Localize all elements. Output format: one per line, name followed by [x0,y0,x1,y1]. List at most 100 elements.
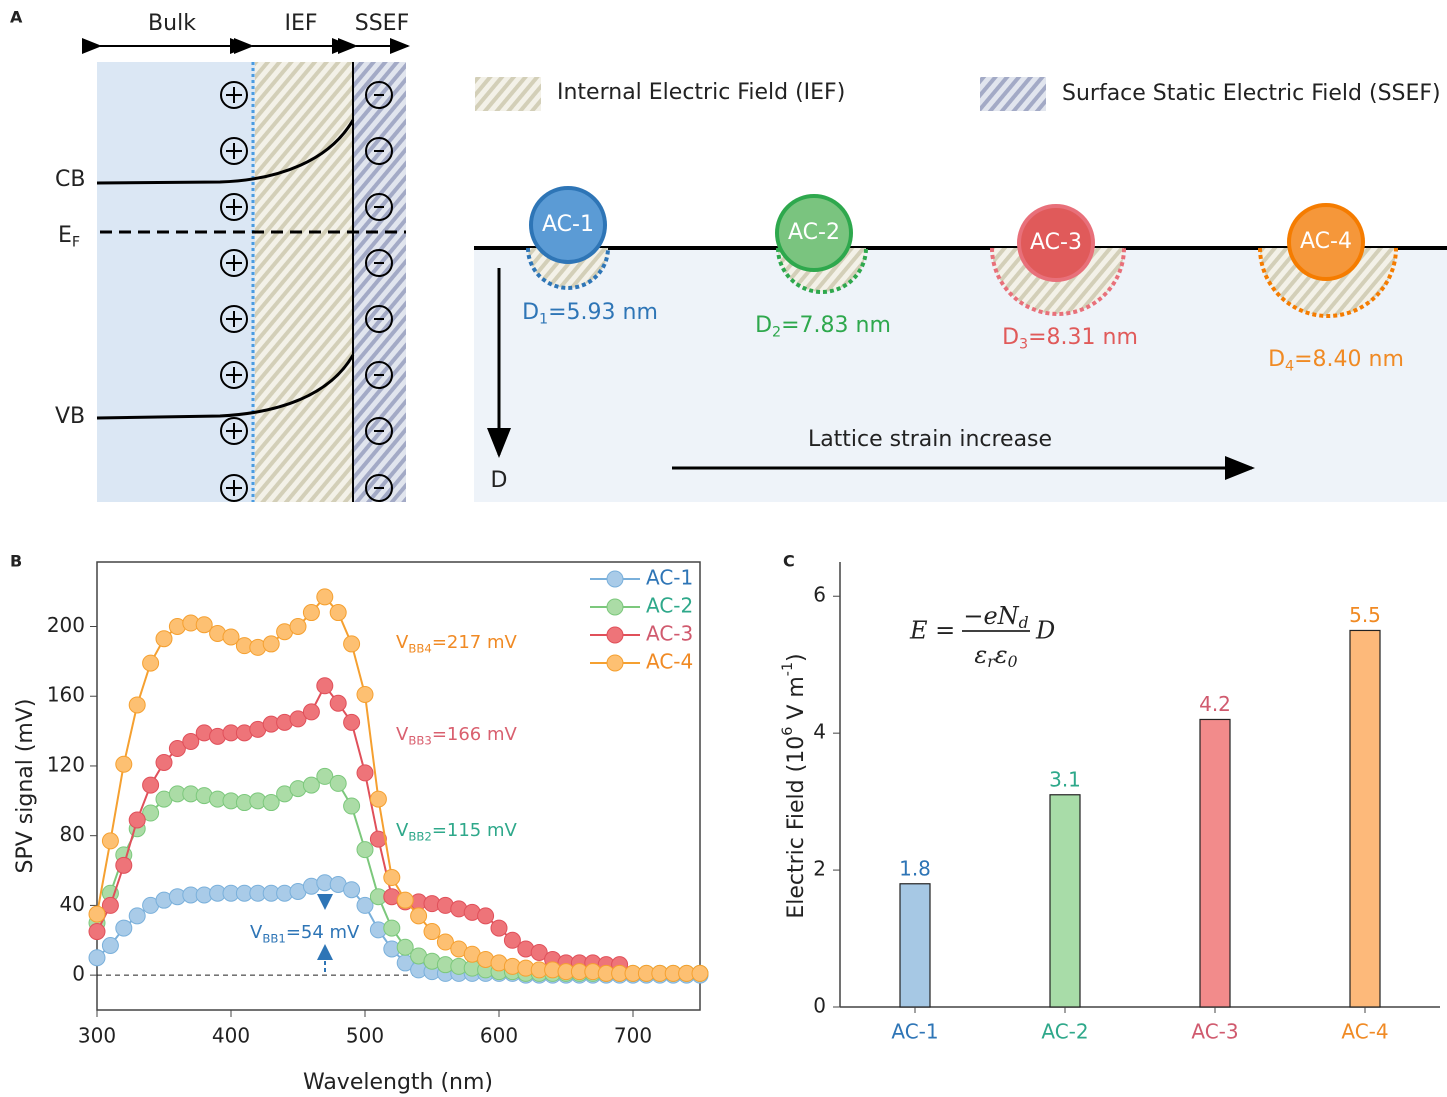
data-point [356,896,374,914]
text-part: V [396,724,409,745]
y-axis-label: Electric Field (106 V m-1) [780,653,809,918]
x-tick-label: 400 [212,1024,250,1048]
legend-label: Internal Electric Field (IEF) [557,80,845,105]
text-part: -1 [780,662,796,676]
bar [1049,794,1081,1008]
text-part: =7.83 nm [781,313,891,338]
plus-charge [220,81,248,109]
x-tick-label: AC-3 [1191,1020,1238,1044]
text-part: =8.31 nm [1028,325,1138,350]
plus-charge [220,305,248,333]
text-part: V [250,922,263,943]
plus-sign [226,423,242,439]
annotation: VBB4=217 mV [396,632,518,655]
data-point [383,869,401,887]
legend-swatch [980,77,1046,111]
data-point [316,677,334,695]
panel-label: C [783,552,795,571]
data-point [142,776,160,794]
data-point [289,617,307,635]
axis-label: D [491,468,508,493]
cluster [775,194,853,272]
plus-sign [226,480,242,496]
formula-rhs: D [1035,617,1055,645]
minus-charge [365,474,393,502]
text-part: 2 [772,325,781,341]
plus-sign [226,311,242,327]
data-point [369,790,387,808]
level-label: VB [55,404,85,429]
band-diagram [82,38,410,502]
text-part: V [396,820,409,841]
y-tick-label: 0 [813,994,826,1018]
data-point [115,755,133,773]
y-tick-label: 2 [813,857,826,881]
y-tick-label: 120 [47,752,85,776]
text-part: V m [784,676,809,726]
data-point [329,774,347,792]
text-part: =217 mV [432,632,518,653]
data-point [155,630,173,648]
y-tick-label: 0 [72,962,85,986]
data-point [128,811,146,829]
plus-charge [220,249,248,277]
data-point [383,919,401,937]
minus-charge [365,137,393,165]
data-point [142,804,160,822]
legend-marker [606,570,624,588]
plus-charge [220,193,248,221]
cluster [1017,204,1095,282]
bar [1199,718,1231,1008]
data-point [101,832,119,850]
text-part: D [1002,325,1019,350]
text-part: D [755,313,772,338]
data-point [410,907,428,925]
text-part: BB2 [408,829,431,843]
bulk-region [97,62,255,502]
bar [1349,629,1381,1008]
data-point [101,937,119,955]
data-point [262,635,280,653]
plus-sign [226,255,242,271]
strain-label: Lattice strain increase [808,427,1052,452]
data-point [155,753,173,771]
text-part: D [1268,347,1285,372]
text-part: r [987,653,996,671]
data-point [128,696,146,714]
region-label: Bulk [148,11,196,36]
minus-charge [365,305,393,333]
data-point [88,905,106,923]
legend-label: AC-1 [646,566,693,590]
legend-label: AC-3 [646,622,693,646]
legend-label: AC-2 [646,594,693,618]
text-part: −eN [963,602,1019,630]
data-point [115,856,133,874]
x-tick-label: AC-2 [1041,1020,1088,1044]
formula-denominator: εrε0 [974,641,1017,672]
data-point [423,923,441,941]
text-part: 0 [1008,653,1018,671]
text-part: ) [784,653,809,662]
minus-charge [365,417,393,445]
depth-label: D1=5.93 nm [522,300,658,328]
minus-charge [365,193,393,221]
vb-curve [96,354,355,420]
data-point [88,923,106,941]
legend-marker [606,654,624,672]
data-point [356,764,374,782]
annotation: VBB2=115 mV [396,820,518,843]
data-point [369,830,387,848]
minus-charge [365,361,393,389]
plus-sign [226,199,242,215]
y-tick-label: 4 [813,720,826,744]
plus-charge [220,361,248,389]
y-tick-label: 6 [813,583,826,607]
data-point [329,694,347,712]
plus-sign [226,367,242,383]
text-part: 4 [1285,359,1294,375]
region-label: IEF [284,11,317,36]
annotation: VBB3=166 mV [396,724,518,747]
strain-edge [990,247,1126,316]
data-point [316,588,334,606]
depth-label: D2=7.83 nm [755,313,891,341]
